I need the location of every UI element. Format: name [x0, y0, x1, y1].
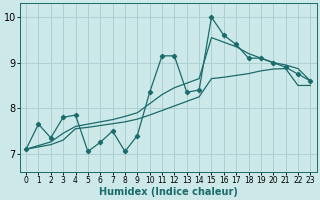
X-axis label: Humidex (Indice chaleur): Humidex (Indice chaleur)	[99, 187, 238, 197]
